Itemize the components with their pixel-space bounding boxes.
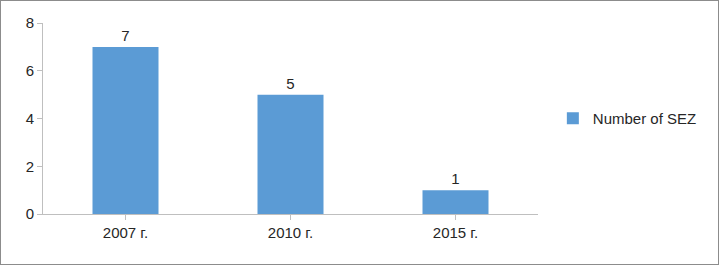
svg-text:4: 4 — [26, 110, 34, 127]
svg-text:6: 6 — [26, 62, 34, 79]
svg-text:2015 г.: 2015 г. — [433, 224, 478, 241]
svg-text:5: 5 — [286, 75, 294, 92]
svg-text:7: 7 — [121, 27, 129, 44]
svg-text:1: 1 — [451, 170, 459, 187]
svg-text:2010 г.: 2010 г. — [268, 224, 313, 241]
svg-text:2007 г.: 2007 г. — [103, 224, 148, 241]
svg-text:Number of SEZ: Number of SEZ — [593, 110, 696, 127]
svg-text:2: 2 — [26, 158, 34, 175]
svg-text:0: 0 — [26, 205, 34, 222]
svg-text:8: 8 — [26, 14, 34, 31]
